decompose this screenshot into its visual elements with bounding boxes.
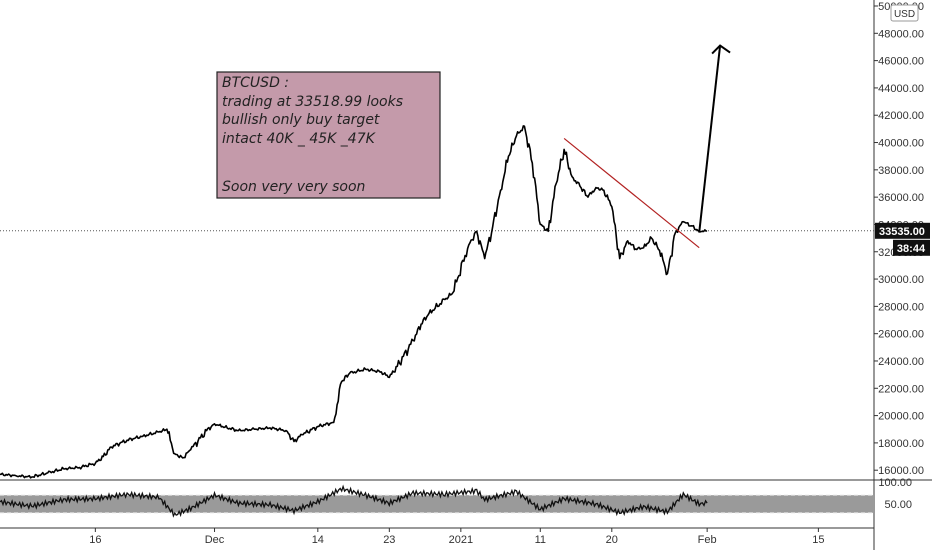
annotation-line-2: trading at 33518.99 looks	[222, 94, 403, 110]
countdown-badge	[893, 239, 930, 256]
y-tick-label: 20000.00	[878, 411, 924, 423]
current-price-badge	[875, 222, 930, 239]
x-tick-label: Dec	[205, 534, 225, 546]
countdown-value: 38:44	[897, 243, 926, 255]
y-tick-label: 30000.00	[878, 274, 924, 286]
indicator-line	[0, 484, 708, 518]
price-series	[0, 125, 708, 479]
currency-badge-frame[interactable]	[890, 4, 919, 22]
indicator-tick-label: 100.00	[878, 477, 912, 489]
annotation-line-4: intact 40K _ 45K _47K	[222, 131, 377, 147]
annotation-line-3: bullish only buy target	[222, 112, 380, 128]
indicator-band	[0, 495, 874, 513]
y-tick-label: 46000.00	[878, 56, 924, 68]
y-tick-label: 18000.00	[878, 438, 924, 450]
currency-badge-label: USD	[894, 9, 915, 20]
x-axis: 16 Dec 14 23 2021 11 20 Feb 15	[89, 528, 825, 546]
currency-badge[interactable]: USD	[890, 4, 919, 22]
current-price-value: 33535.00	[879, 226, 925, 238]
annotation-background	[216, 71, 441, 199]
y-tick-label: 24000.00	[878, 356, 924, 368]
x-tick-label: 15	[812, 534, 824, 546]
indicator-tick-label: 50.00	[884, 499, 912, 511]
x-tick-label: 14	[312, 534, 324, 546]
y-tick-label: 16000.00	[878, 465, 924, 477]
y-axis: 50000.0048000.0046000.0044000.0042000.00…	[874, 1, 924, 477]
annotation-line-1: BTCUSD :	[222, 75, 289, 91]
annotation-line-5: Soon very very soon	[222, 179, 365, 195]
y-tick-label: 36000.00	[878, 192, 924, 204]
annotation-box: BTCUSD : trading at 33518.99 looks bulli…	[216, 71, 441, 199]
indicator-axis: 100.00 50.00	[878, 477, 912, 511]
y-tick-label: 38000.00	[878, 165, 924, 177]
x-tick-label: 20	[606, 534, 618, 546]
current-price-label: 33535.00 38:44	[875, 222, 930, 256]
x-tick-label: 16	[89, 534, 101, 546]
projection-arrow	[698, 45, 722, 233]
y-tick-label: 28000.00	[878, 301, 924, 313]
y-tick-label: 26000.00	[878, 329, 924, 341]
trendline	[563, 137, 700, 249]
x-tick-label: 11	[535, 534, 546, 546]
y-tick-label: 42000.00	[878, 110, 924, 122]
y-tick-label: 40000.00	[878, 138, 924, 150]
y-tick-label: 44000.00	[878, 83, 924, 95]
y-tick-label: 22000.00	[878, 383, 924, 395]
x-tick-label: 23	[383, 534, 395, 546]
projection-arrowhead	[711, 44, 731, 55]
x-tick-label: 2021	[449, 534, 473, 546]
x-tick-label: Feb	[698, 534, 717, 546]
y-tick-label: 48000.00	[878, 28, 924, 40]
